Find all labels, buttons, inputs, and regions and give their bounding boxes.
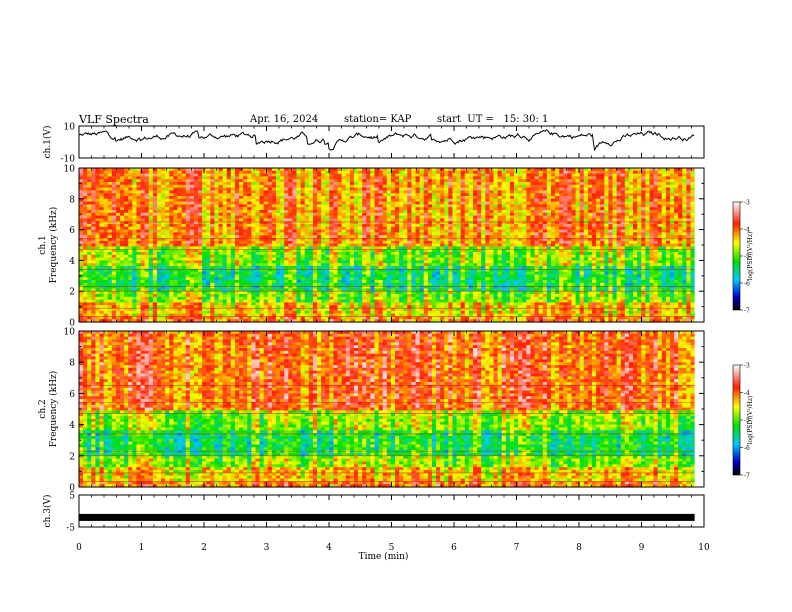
y-tick-label: 6 (69, 226, 75, 236)
y-tick-label: 8 (69, 195, 75, 205)
colorbar-tick-label: -3 (744, 363, 750, 370)
x-tick-label: 2 (201, 543, 207, 553)
station-label: station= KAP (344, 114, 412, 125)
colorbar-label: log(PSD)(V²/Hz) (747, 396, 754, 445)
y-tick-label: 8 (69, 359, 75, 369)
colorbar-tick-label: -3 (744, 200, 750, 207)
no-data-strip (694, 168, 704, 322)
x-tick-label: 10 (698, 543, 710, 553)
y-tick-label: -5 (66, 524, 75, 534)
y-tick-label: -10 (61, 155, 76, 165)
y-axis-label: Frequency (kHz) (48, 371, 59, 448)
no-data-strip (694, 331, 704, 487)
y-axis-label: ch.1 (38, 235, 48, 254)
y-axis-label: ch.2 (38, 399, 48, 418)
y-tick-label: 10 (64, 165, 76, 175)
y-tick-label: 5 (69, 492, 75, 502)
chart-title: VLF Spectra (79, 113, 149, 126)
y-tick-label: 2 (69, 288, 75, 298)
colorbar-tick-label: -4 (744, 227, 750, 234)
y-tick-label: 0 (69, 484, 75, 494)
x-tick-label: 6 (451, 543, 457, 553)
x-axis-label: Time (min) (359, 551, 409, 562)
colorbar-tick-label: -7 (744, 473, 750, 480)
x-tick-label: 7 (514, 543, 520, 553)
ch3-voltage-line (78, 515, 695, 519)
colorbar (732, 201, 741, 311)
x-tick-label: 4 (326, 543, 332, 553)
colorbar-tick-label: -5 (744, 254, 750, 261)
y-axis-label: ch.3(V) (42, 495, 53, 528)
date-label: Apr. 16, 2024 (250, 114, 319, 125)
colorbar-tick-label: -4 (744, 390, 750, 397)
colorbar (732, 364, 741, 476)
ch1-voltage-line (78, 128, 695, 152)
x-tick-label: 3 (264, 543, 270, 553)
x-tick-label: 5 (389, 543, 395, 553)
colorbar-tick-label: -7 (744, 308, 750, 315)
y-tick-label: 2 (69, 452, 75, 462)
y-axis-label: ch.1(V) (42, 126, 53, 159)
spectrogram-cells (79, 168, 696, 323)
x-tick-label: 0 (76, 543, 82, 553)
y-axis-label: Frequency (kHz) (48, 207, 59, 284)
x-tick-label: 9 (639, 543, 645, 553)
x-tick-label: 8 (576, 543, 582, 553)
y-tick-label: 0 (69, 319, 75, 329)
colorbar-label: log(PSD)(V²/Hz) (747, 232, 754, 281)
colorbar-tick-label: -5 (744, 418, 750, 425)
y-tick-label: 6 (69, 390, 75, 400)
spectrogram-cells (79, 331, 696, 488)
colorbar-tick-label: -6 (744, 281, 750, 288)
colorbar-tick-label: -6 (744, 445, 750, 452)
y-tick-label: 10 (64, 328, 76, 338)
y-tick-label: 10 (64, 123, 76, 133)
y-tick-label: 4 (69, 421, 75, 431)
start-time-label: start UT = 15: 30: 1 (437, 114, 549, 125)
x-tick-label: 1 (139, 543, 145, 553)
y-tick-label: 4 (69, 257, 75, 267)
